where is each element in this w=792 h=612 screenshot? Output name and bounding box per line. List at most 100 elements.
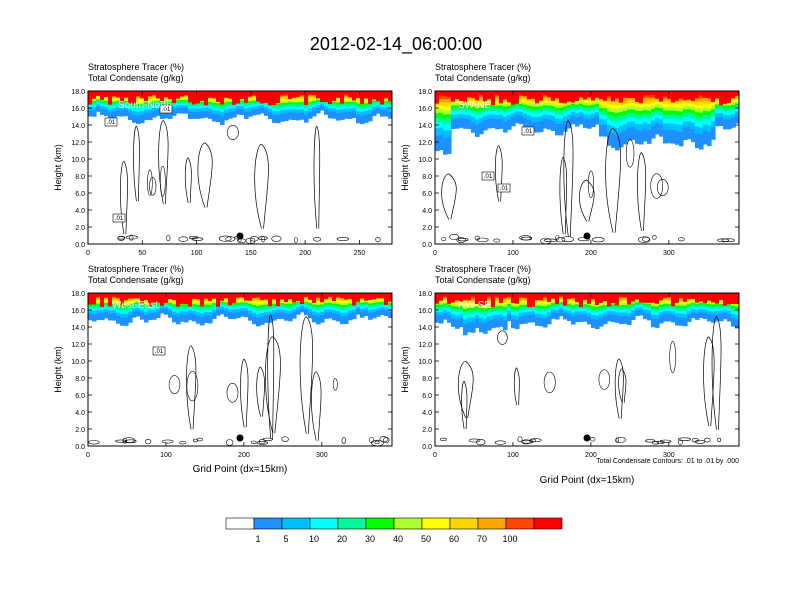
contour-label-box (104, 117, 118, 127)
tracer-cell (531, 91, 536, 99)
tracer-cell (252, 91, 257, 96)
tracer-cell (232, 293, 237, 304)
condensate-contour (374, 440, 380, 445)
tracer-cell (727, 91, 732, 103)
tracer-cell (447, 91, 452, 97)
colorbar-label: 10 (309, 534, 319, 544)
tracer-cell (200, 293, 205, 307)
y-tick-label: 18.0 (71, 89, 85, 96)
y-tick-label: 2.0 (422, 225, 432, 232)
x-tick-label: 100 (507, 250, 519, 257)
tracer-cell (316, 293, 321, 298)
colorbar-swatch (533, 517, 563, 530)
tracer-cell (260, 91, 265, 104)
contour-label-box (481, 171, 495, 181)
condensate-contour (457, 360, 474, 419)
tracer-cell (192, 293, 197, 299)
colorbar-label: 20 (337, 534, 347, 544)
figure-title: 2012-02-14_06:00:00 (310, 34, 482, 55)
x-tick-label: 300 (663, 250, 675, 257)
y-tick-label: 6.0 (75, 191, 85, 198)
condensate-contour (256, 366, 265, 417)
tracer-cell (96, 293, 101, 298)
condensate-contour (161, 439, 174, 444)
condensate-contour (468, 438, 481, 443)
tracer-cell (451, 293, 456, 303)
tracer-cell (667, 293, 672, 298)
contour-label: .01 (500, 186, 509, 192)
condensate-contour (197, 142, 213, 208)
y-tick-label: 12.0 (418, 140, 432, 147)
condensate-contour (717, 437, 722, 443)
tracer-cell (667, 91, 672, 99)
tracer-cell (531, 293, 536, 307)
tracer-cell (655, 293, 660, 304)
tracer-cell (519, 293, 524, 297)
condensate-contour (341, 437, 346, 444)
tracer-cell (679, 91, 684, 99)
condensate-contour (637, 152, 647, 231)
y-tick-label: 6.0 (422, 393, 432, 400)
contour-label: .01 (162, 107, 171, 113)
tracer-cell (595, 91, 600, 98)
tracer-cell (312, 91, 317, 96)
tracer-cell (144, 293, 149, 300)
tracer-cell (683, 293, 688, 302)
tracer-cell (184, 293, 189, 305)
tracer-cell (527, 293, 532, 308)
tracer-cell (715, 91, 720, 99)
tracer-cell (459, 293, 464, 302)
condensate-contour (147, 169, 153, 196)
condensate-contour (513, 367, 520, 406)
condensate-contour (125, 235, 138, 240)
condensate-contour (591, 237, 605, 243)
tracer-cell (260, 293, 265, 300)
tracer-cell (719, 91, 724, 106)
panel-header-line2: Total Condensate (g/kg) (88, 73, 184, 83)
tracer-cell (511, 91, 516, 105)
location-dot (236, 434, 244, 442)
tracer-cell (112, 293, 117, 297)
tracer-cell (380, 293, 385, 299)
tracer-cell (547, 293, 552, 302)
tracer-cell (463, 91, 468, 103)
condensate-contour (336, 237, 350, 242)
condensate-contour (711, 316, 722, 430)
condensate-contour (474, 235, 480, 241)
tracer-cell (475, 293, 480, 304)
tracer-cell (663, 91, 668, 97)
x-tick-label: 150 (245, 250, 257, 257)
x-axis-label: Grid Point (dx=15km) (193, 464, 288, 475)
condensate-contour (254, 143, 269, 229)
tracer-cell (136, 293, 141, 299)
tracer-cell (92, 91, 97, 99)
panel-header-line1: Stratosphere Tracer (%) (435, 62, 531, 72)
tracer-cell (132, 91, 137, 104)
tracer-cell (132, 293, 137, 299)
tracer-cell (515, 91, 520, 104)
tracer-cell (487, 91, 492, 100)
colorbar-swatch (449, 517, 479, 530)
colorbar-swatch (393, 517, 423, 530)
tracer-cell (220, 293, 225, 301)
panel-west-east: Stratosphere Tracer (%) Total Condensate… (53, 264, 393, 475)
y-tick-label: 2.0 (75, 225, 85, 232)
colorbar-label: 60 (449, 534, 459, 544)
plot-area: .01 .01 .01 (88, 91, 392, 244)
condensate-contour (218, 235, 232, 242)
tracer-cell (615, 293, 620, 306)
tracer-cell (435, 91, 440, 104)
panel-label: West-East (112, 300, 158, 311)
plot-area: .01 .01 .01 (435, 91, 739, 244)
panel-label: SW-NE (458, 100, 491, 111)
tracer-cell (691, 293, 696, 299)
condensate-contour (226, 125, 239, 141)
tracer-cell (240, 293, 245, 298)
y-tick-label: 12.0 (71, 140, 85, 147)
tracer-cell (491, 91, 496, 106)
plot-frame (87, 292, 393, 447)
tracer-cell (244, 91, 249, 103)
colorbar-label: 100 (502, 534, 517, 544)
tracer-cell (723, 293, 728, 306)
tracer-cell (356, 293, 361, 302)
